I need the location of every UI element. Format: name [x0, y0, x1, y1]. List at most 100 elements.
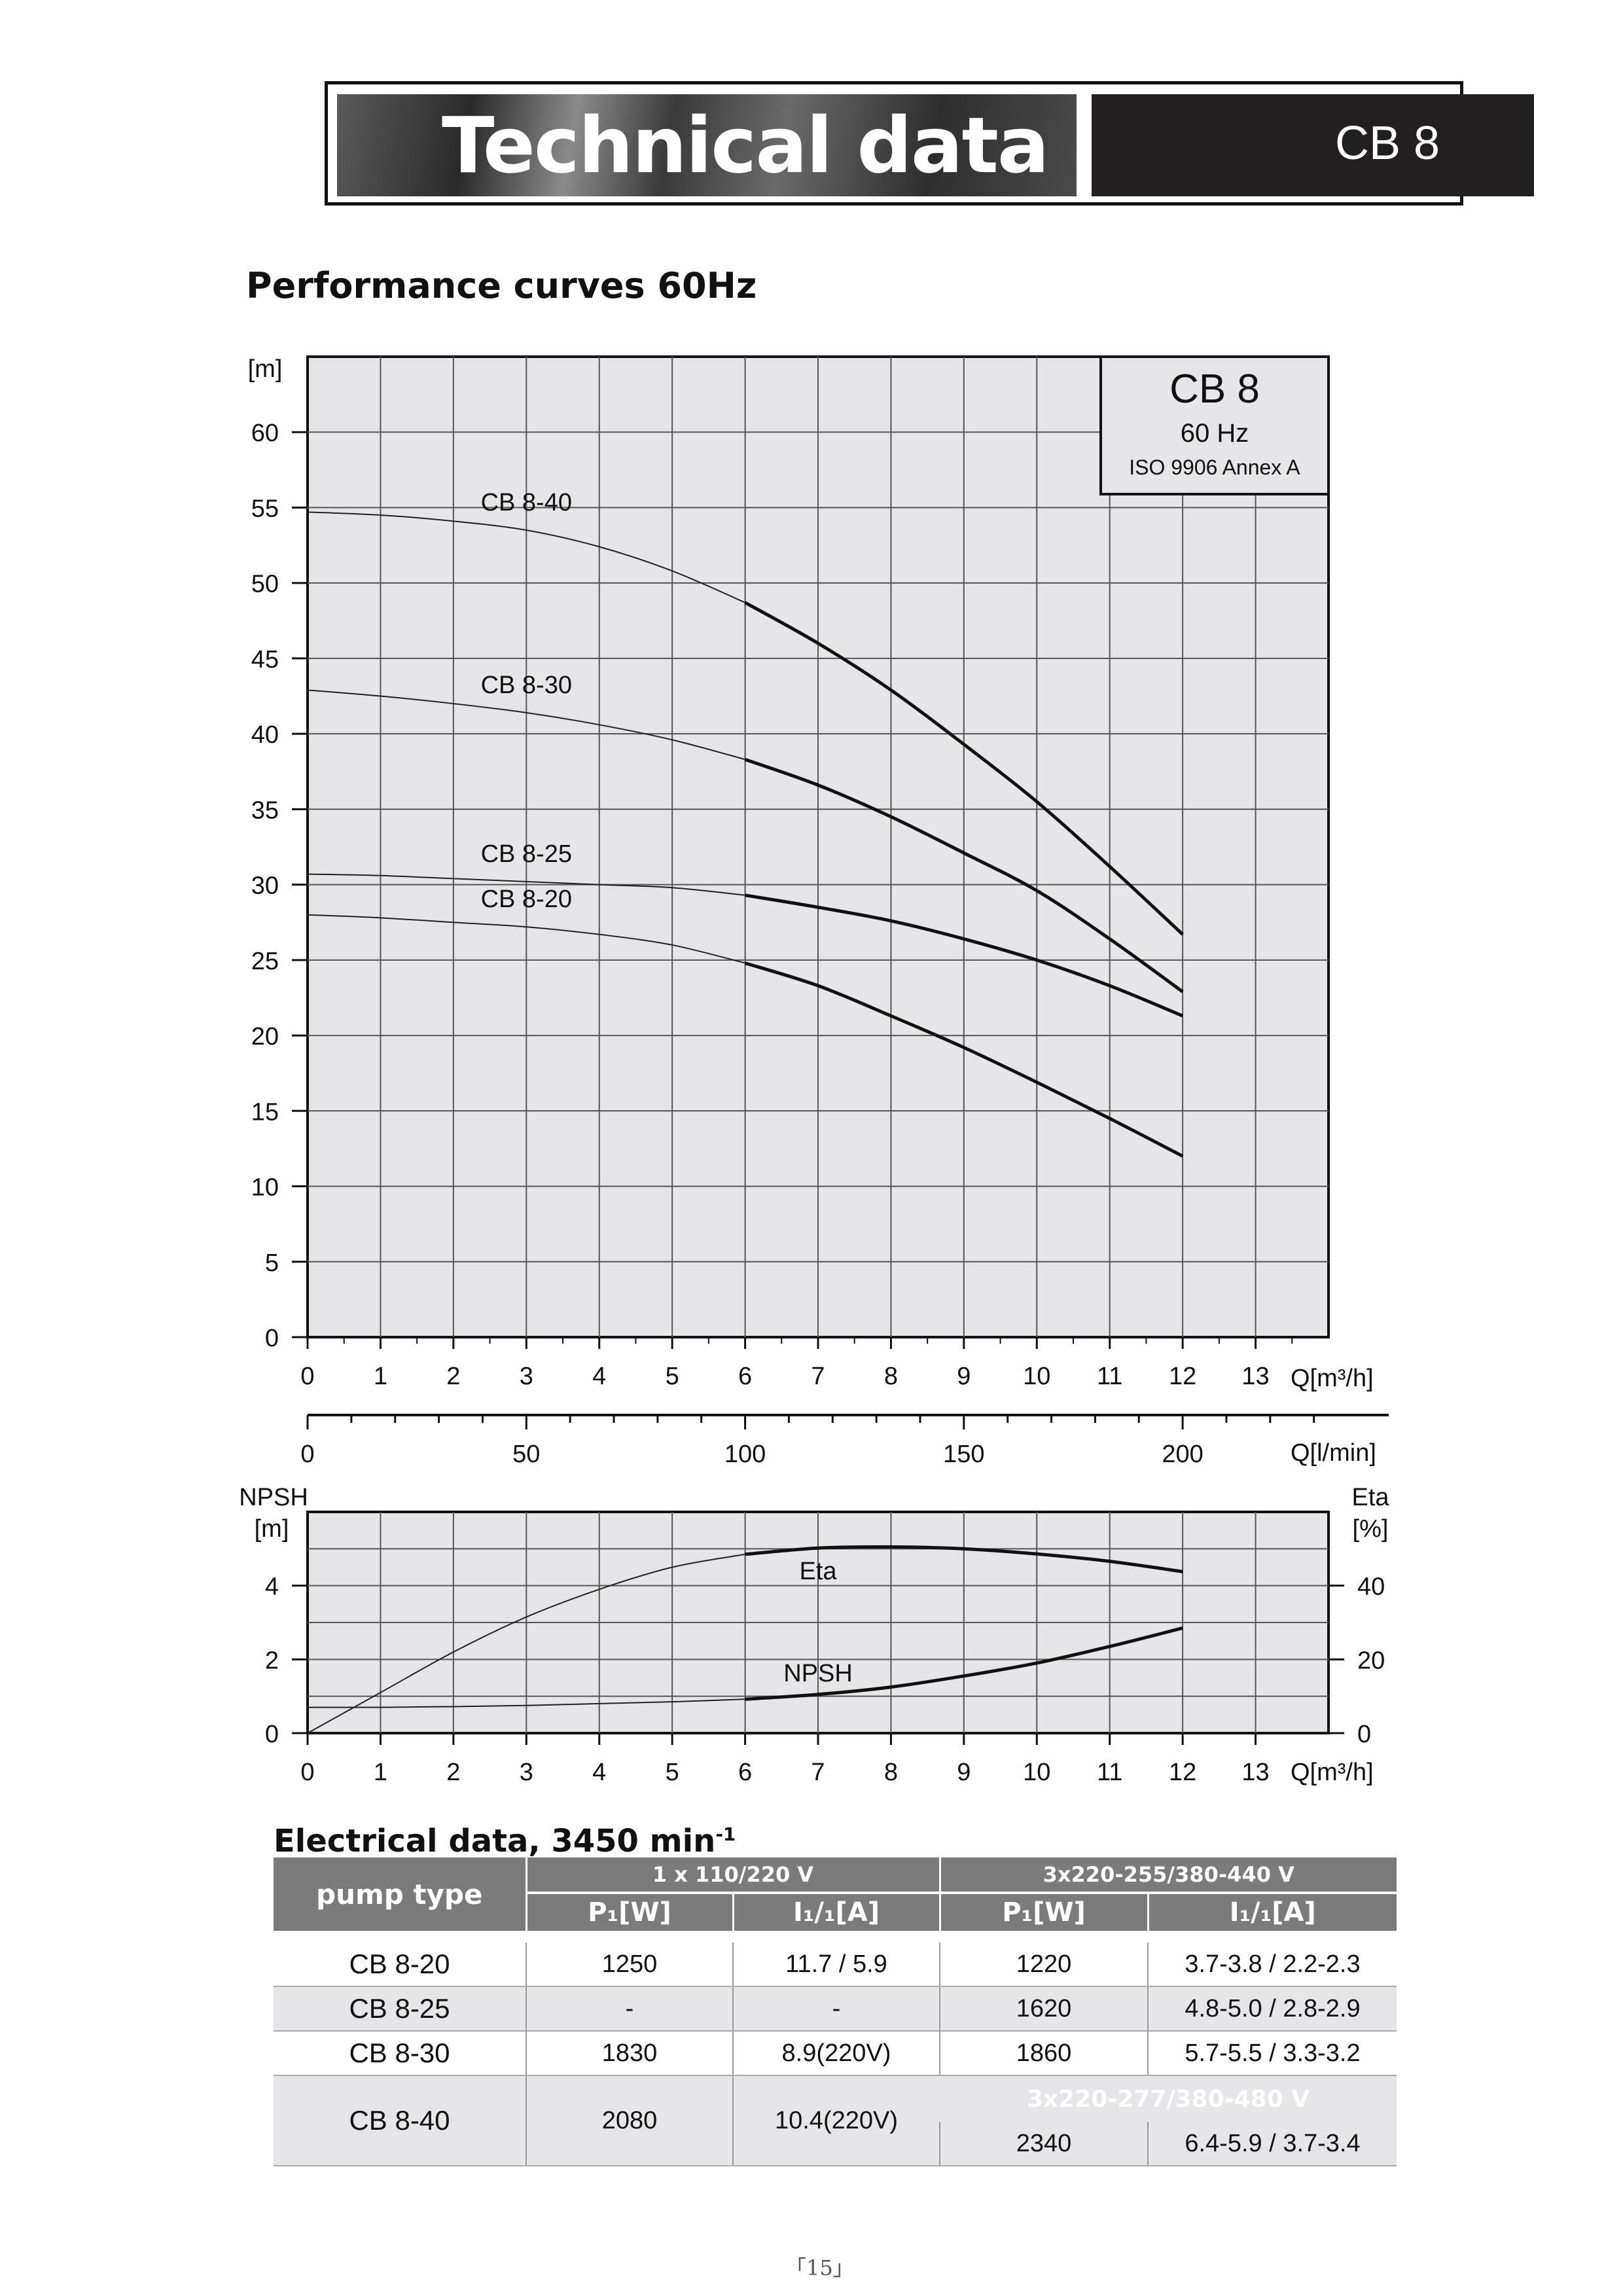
model-banner	[1092, 94, 1534, 196]
x-tick-label: 6	[738, 1759, 752, 1786]
y-tick-label: 40	[251, 721, 279, 749]
i-3ph-cell: 5.7-5.5 / 3.3-3.2	[1147, 2031, 1397, 2076]
lpm-tick-label: 0	[300, 1441, 314, 1468]
i-1ph-cell: -	[732, 1986, 940, 2032]
pump-type-cell: CB 8-20	[274, 1943, 526, 1987]
electrical-title-exponent: -1	[715, 1823, 736, 1845]
electrical-title: Electrical data, 3450 min-1	[274, 1823, 736, 1859]
x-tick-label: 12	[1169, 1363, 1196, 1390]
curve-eta	[745, 1545, 1183, 1573]
table-row: CB 8-25 - - 1620 4.8-5.0 / 2.8-2.9	[274, 1986, 1397, 2032]
curve-npsh	[745, 1626, 1183, 1701]
npsh-axis-label-line2: [m]	[255, 1515, 289, 1543]
x-tick-label: 2	[446, 1363, 460, 1390]
head-chart-grid	[308, 357, 1329, 1337]
y-tick-label: 45	[251, 646, 279, 673]
curve-label: CB 8-40	[481, 489, 572, 516]
p1-1ph-cell: -	[526, 1986, 733, 2032]
x-tick-label: 13	[1241, 1363, 1269, 1390]
x-tick-label: 5	[666, 1363, 679, 1390]
pump-type-cell: CB 8-25	[274, 1986, 526, 2032]
npsh-axis-label-line1: NPSH	[239, 1484, 308, 1511]
npsh-tick-label: 2	[265, 1647, 279, 1674]
x-tick-label: 10	[1023, 1363, 1050, 1390]
eta-tick-label: 20	[1357, 1647, 1385, 1674]
curve-cb-8-25-thin	[307, 873, 745, 896]
x-tick-label: 11	[1097, 1759, 1122, 1786]
p1-3ph-cell: 2340	[939, 2122, 1148, 2166]
x-tick-label: 12	[1169, 1759, 1196, 1786]
electrical-title-text: Electrical data, 3450 min	[274, 1823, 716, 1859]
y-tick-label: 5	[265, 1249, 279, 1277]
p1-3ph-cell: 1220	[939, 1943, 1148, 1987]
lpm-tick-label: 200	[1162, 1441, 1203, 1468]
y-tick-label: 50	[251, 571, 279, 598]
curve-cb-8-40	[744, 601, 1184, 936]
curve-label: CB 8-20	[481, 886, 572, 913]
header-banner	[337, 94, 1077, 196]
x-tick-label: 3	[520, 1363, 533, 1390]
table-row: CB 8-40 2080 10.4(220V) 3x220-277/380-48…	[274, 2075, 1397, 2166]
eta-tick-label: 40	[1357, 1573, 1385, 1601]
x-tick-label: 10	[1023, 1759, 1050, 1786]
i-1ph-cell: 8.9(220V)	[732, 2031, 940, 2076]
y-tick-label: 60	[251, 420, 279, 447]
table-row: CB 8-30 1830 8.9(220V) 1860 5.7-5.5 / 3.…	[274, 2031, 1397, 2076]
y-tick-label: 55	[251, 495, 279, 522]
npsh-tick-label: 4	[265, 1573, 279, 1601]
x-tick-label: 6	[738, 1363, 752, 1390]
curve-cb-8-20-thin	[307, 914, 745, 964]
flow-lpm-axis: 0 50 100 150 200	[300, 1414, 1389, 1468]
table-spacer	[274, 1931, 1397, 1943]
curve-label: Eta	[799, 1558, 837, 1585]
pump-type-cell: CB 8-30	[274, 2031, 526, 2076]
curve-eta-thin	[307, 1553, 745, 1734]
section-title: Performance curves 60Hz	[246, 265, 757, 306]
x-tick-label: 9	[957, 1363, 971, 1390]
x-tick-label: 1	[374, 1759, 387, 1786]
pump-type-cell: CB 8-40	[274, 2075, 526, 2166]
head-chart-x-label: Q[m³/h]	[1291, 1365, 1374, 1392]
performance-charts: 0 1 2 3 4 5 6 7 8 9 10 11 12 130510152025303540455055…	[239, 355, 1389, 1786]
i-3ph-cell: 6.4-5.9 / 3.7-3.4	[1147, 2122, 1397, 2166]
header-i-3ph: I₁/₁[A]	[1147, 1892, 1397, 1931]
x-tick-label: 13	[1241, 1759, 1269, 1786]
curve-label: CB 8-25	[481, 840, 572, 868]
y-tick-label: 15	[251, 1098, 279, 1126]
lpm-tick-label: 100	[724, 1441, 766, 1468]
x-tick-label: 2	[446, 1759, 460, 1786]
npsh-tick-label: 0	[265, 1721, 279, 1748]
header-group-3ph-alt: 3x220-277/380-480 V	[940, 2075, 1397, 2122]
i-1ph-cell: 10.4(220V)	[732, 2075, 940, 2166]
head-chart-axes: 0 1 2 3 4 5 6 7 8 9 10 11 12 130510152025303540455055…	[251, 420, 1293, 1390]
chart-note: ISO 9906 Annex A	[1129, 456, 1300, 479]
p1-3ph-cell: 1860	[939, 2031, 1148, 2076]
header-pump-type: pump type	[274, 1857, 526, 1931]
y-tick-label: 30	[251, 872, 279, 900]
i-3ph-cell: 4.8-5.0 / 2.8-2.9	[1147, 1986, 1397, 2032]
electrical-table: pump type 1 x 110/220 V 3x220-255/380-44…	[274, 1857, 1397, 2166]
curve-cb-8-40-thin	[307, 511, 745, 603]
x-tick-label: 4	[592, 1759, 606, 1786]
lpm-tick-label: 150	[943, 1441, 984, 1468]
x-tick-label: 7	[811, 1363, 825, 1390]
p1-3ph-cell: 1620	[939, 1986, 1148, 2032]
curve-cb-8-30	[744, 757, 1184, 994]
x-tick-label: 0	[300, 1759, 314, 1786]
y-tick-label: 0	[265, 1325, 279, 1352]
head-chart-y-label: [m]	[248, 355, 283, 383]
npsh-eta-x-label: Q[m³/h]	[1291, 1759, 1374, 1786]
x-tick-label: 0	[300, 1363, 314, 1390]
page-title: Technical data	[442, 100, 1049, 190]
curve-cb-8-30-thin	[307, 689, 745, 761]
model-code: CB 8	[1335, 117, 1440, 170]
header-p1-1ph: P₁[W]	[525, 1892, 733, 1931]
curve-npsh-thin	[307, 1698, 745, 1708]
eta-tick-label: 0	[1357, 1721, 1371, 1748]
x-tick-label: 9	[957, 1759, 971, 1786]
y-tick-label: 20	[251, 1023, 279, 1050]
x-tick-label: 5	[666, 1759, 679, 1786]
curve-label: CB 8-30	[481, 672, 572, 699]
y-tick-label: 25	[251, 948, 279, 975]
